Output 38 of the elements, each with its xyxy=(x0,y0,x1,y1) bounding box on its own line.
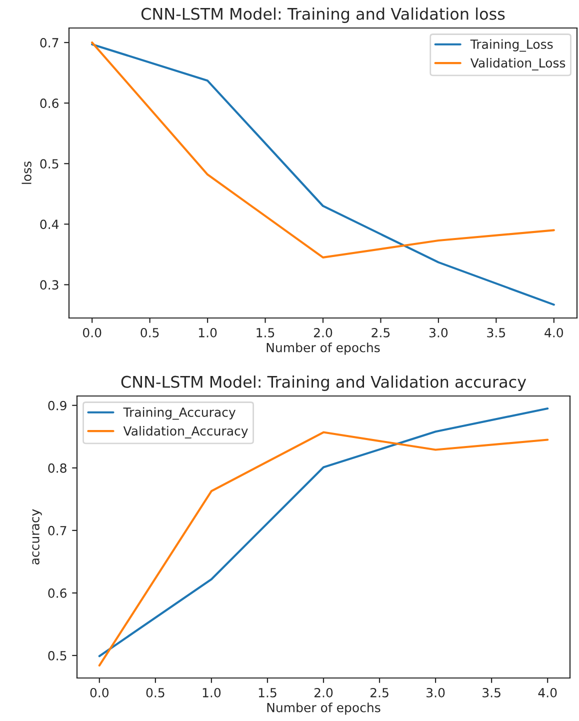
x-tick-label: 3.0 xyxy=(426,688,445,698)
chart-title: CNN-LSTM Model: Training and Validation loss xyxy=(141,8,505,23)
y-axis-title: loss xyxy=(22,162,32,184)
x-tick-label: 2.5 xyxy=(370,688,388,698)
x-tick-label: 3.5 xyxy=(487,328,506,338)
x-axis-title: Number of epochs xyxy=(266,342,380,355)
y-tick-label: 0.8 xyxy=(48,463,66,473)
y-tick-label: 0.7 xyxy=(48,526,66,536)
x-axis-title: Number of epochs xyxy=(267,702,380,715)
legend-label: Training_Loss xyxy=(470,39,553,52)
y-tick-label: 0.5 xyxy=(48,650,66,660)
x-tick-label: 1.0 xyxy=(198,328,217,338)
y-tick-label: 0.5 xyxy=(40,159,58,169)
x-tick-label: 2.0 xyxy=(314,328,332,338)
x-tick-label: 0.0 xyxy=(90,688,109,698)
y-tick-label: 0.4 xyxy=(40,220,59,230)
x-tick-label: 2.0 xyxy=(314,688,333,698)
x-tick-label: 3.5 xyxy=(482,688,500,698)
y-tick-label: 0.3 xyxy=(40,280,58,290)
chart-title: CNN-LSTM Model: Training and Validation accuracy xyxy=(121,376,526,391)
legend-label: Training_Accuracy xyxy=(123,407,236,420)
x-tick-label: 4.0 xyxy=(538,688,557,698)
x-tick-label: 0.5 xyxy=(146,688,164,698)
x-tick-label: 3.0 xyxy=(429,328,448,338)
y-tick-label: 0.7 xyxy=(40,38,58,48)
y-tick-label: 0.6 xyxy=(40,98,58,108)
x-tick-label: 0.0 xyxy=(82,328,102,338)
legend-label: Validation_Loss xyxy=(470,58,566,70)
x-tick-label: 1.0 xyxy=(202,688,221,698)
x-tick-label: 4.0 xyxy=(544,328,564,338)
legend-label: Validation_Accuracy xyxy=(123,426,248,438)
y-tick-label: 0.6 xyxy=(48,588,66,598)
y-axis-title: accuracy xyxy=(32,509,42,564)
x-tick-label: 0.5 xyxy=(140,328,159,338)
x-tick-label: 1.5 xyxy=(256,328,274,338)
y-tick-label: 0.9 xyxy=(48,400,66,410)
x-tick-label: 2.5 xyxy=(372,328,390,338)
x-tick-label: 1.5 xyxy=(258,688,276,698)
